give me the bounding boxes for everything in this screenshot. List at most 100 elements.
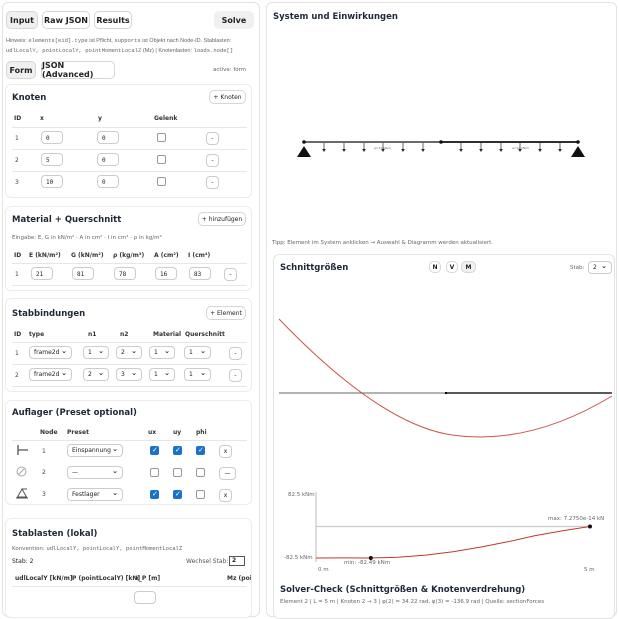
node-x-input[interactable]: 5 [41,153,63,166]
uy-checkbox[interactable] [173,468,182,477]
delete-node-button[interactable]: - [206,176,219,189]
moment-curve [315,526,591,559]
node-gelenk-checkbox[interactable] [157,177,166,186]
moment-diagram[interactable] [266,280,617,580]
element-id: 1 [15,350,19,357]
pinned-support-icon [16,488,28,499]
hint-code: supports [114,37,141,44]
element-type-select[interactable]: frame2d [29,346,72,359]
material-g-input[interactable]: 81 [72,267,94,280]
element-n2-select[interactable]: 2 [116,346,142,359]
stab-label: Stab: [570,265,585,271]
support-triangle [297,146,311,157]
active-mode-label: active: form [213,67,247,73]
ux-checkbox[interactable] [150,446,159,455]
support-preset-select[interactable]: Festlager [67,488,123,501]
node-y-input[interactable]: 0 [97,131,119,144]
max-label: max: 7.2750e-14 kN [548,516,605,522]
node-gelenk-checkbox[interactable] [157,133,166,142]
auflager-title: Auflager (Preset optional) [12,408,137,418]
delete-element-button[interactable]: - [229,369,242,382]
element-id: 2 [15,372,19,379]
hint-text-part: ist Pflicht, [87,38,115,44]
xp-input[interactable] [134,591,156,604]
node-y-input[interactable]: 0 [97,153,119,166]
konvention-text: Konvention: udlLocalY, pointLocalY, poin… [12,546,182,552]
delete-element-button[interactable]: - [229,347,242,360]
subtab-form[interactable]: Form [6,61,36,79]
delete-material-button[interactable]: - [224,268,237,281]
material-i-input[interactable]: 83 [189,267,211,280]
col-ux: ux [148,429,157,436]
support-preset-select[interactable]: Einspannung [67,444,123,457]
material-a-input[interactable]: 16 [155,267,177,280]
remove-support-button[interactable]: x [219,489,232,502]
add-material-button[interactable]: + hinzufügen [198,212,246,226]
min-label: min: -82.49 kNm [344,560,391,566]
hint-code: loads.node[] [193,47,234,54]
col-e: E (kN/m²) [29,252,61,259]
load-label: q=10 kN/m [512,146,530,150]
col-gelenk: Gelenk [154,115,178,122]
element-querschnitt-select[interactable]: 1 [184,368,211,381]
phi-checkbox[interactable] [196,490,205,499]
stab-select[interactable]: 2 [588,261,612,274]
konvention-label: Konvention: [12,546,47,552]
add-element-button[interactable]: + Element [206,306,246,320]
v-button[interactable]: V [446,261,458,273]
load-arrowhead [362,149,366,152]
element-querschnitt-select[interactable]: 1 [184,346,211,359]
ux-checkbox[interactable] [150,468,159,477]
solve-button[interactable]: Solve [214,11,254,29]
uy-checkbox[interactable] [173,446,182,455]
system-canvas[interactable] [266,120,617,170]
node-y-input[interactable]: 0 [97,175,119,188]
support-node: 1 [42,448,46,455]
col-querschnitt: Querschnitt [185,331,225,338]
phi-checkbox[interactable] [196,446,205,455]
load-arrowhead [459,149,463,152]
element-material-select[interactable]: 1 [149,368,175,381]
col-type: type [29,331,45,338]
tab-input[interactable]: Input [6,11,38,29]
material-rho-input[interactable]: 78 [114,267,136,280]
col-n1: n1 [88,331,97,338]
node-id: 2 [15,157,19,164]
phi-checkbox[interactable] [196,468,205,477]
element-n2-select[interactable]: 3 [116,368,142,381]
ux-checkbox[interactable] [150,490,159,499]
m-button[interactable]: M [461,261,476,273]
uy-checkbox[interactable] [173,490,182,499]
remove-support-button[interactable]: x [219,445,232,458]
col-xp: x_P [m] [135,575,161,582]
node-x-input[interactable]: 10 [41,175,63,188]
add-node-button[interactable]: + Knoten [209,90,246,104]
support-node: 3 [42,491,46,498]
material-title: Material + Querschnitt [12,215,122,225]
element-type-select[interactable]: frame2d [29,368,72,381]
tab-results[interactable]: Results [94,11,132,29]
min-marker [368,555,373,560]
element-n1-select[interactable]: 2 [83,368,109,381]
node-x-input[interactable]: 0 [41,131,63,144]
col-phi: phi [196,429,207,436]
load-arrowhead [322,149,326,152]
support-preset-select[interactable]: — [67,466,123,479]
moment-curve-overview [278,318,613,438]
remove-support-button[interactable]: — [219,467,236,480]
n-button[interactable]: N [429,261,441,273]
subtab-json-advanced[interactable]: JSON (Advanced) [41,61,115,79]
tab-raw-json[interactable]: Raw JSON [42,11,90,29]
material-e-input[interactable]: 21 [31,267,53,280]
col-rho: ρ (kg/m³) [113,252,145,259]
delete-node-button[interactable]: - [206,132,219,145]
load-arrowhead [479,149,483,152]
element-n1-select[interactable]: 1 [83,346,109,359]
knoten-title: Knoten [12,93,47,103]
element-material-select[interactable]: 1 [149,346,175,359]
node-gelenk-checkbox[interactable] [157,155,166,164]
delete-node-button[interactable]: - [206,154,219,167]
current-stab-label: Stab: 2 [12,558,34,565]
load-arrowhead [401,149,405,152]
wechsel-stab-select[interactable]: 2 [229,556,245,566]
